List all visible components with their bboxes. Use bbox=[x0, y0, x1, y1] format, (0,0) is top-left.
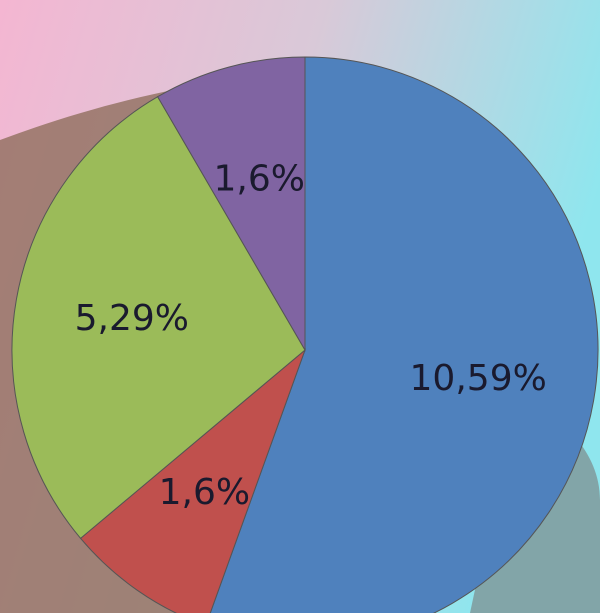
data-label: 5,29% bbox=[75, 298, 189, 339]
pie-slice bbox=[156, 56, 306, 352]
pie-slice bbox=[79, 348, 307, 613]
data-label: 1,6% bbox=[213, 158, 304, 199]
pie-slice bbox=[209, 56, 599, 613]
data-label: 1,6% bbox=[159, 472, 250, 513]
pie-slice bbox=[11, 96, 306, 540]
data-label: 10,59% bbox=[410, 358, 547, 399]
